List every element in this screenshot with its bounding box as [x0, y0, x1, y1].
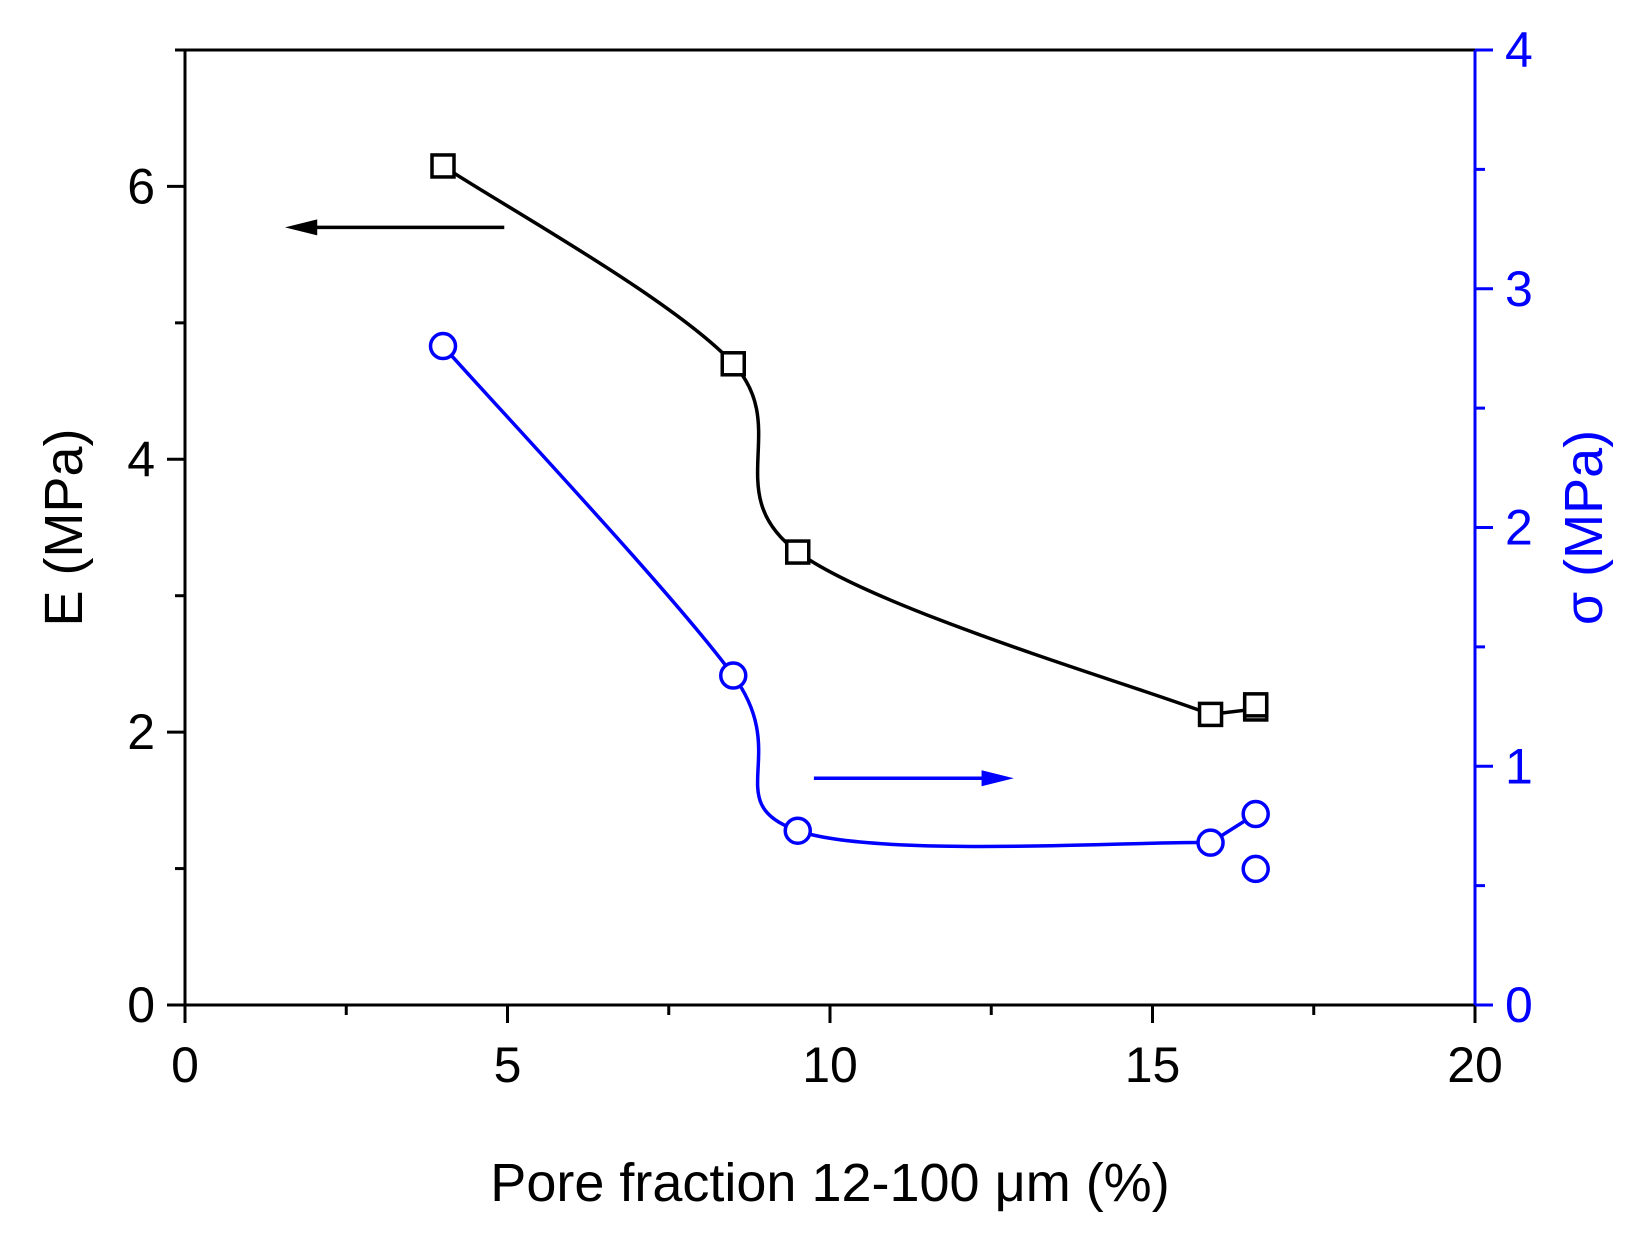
- data-point-sigma: [719, 661, 748, 690]
- data-point-sigma: [1241, 854, 1270, 884]
- y-left-tick-label: 4: [127, 431, 155, 487]
- series-layer: [428, 153, 1270, 884]
- right-arrow-head: [981, 770, 1014, 787]
- data-point-sigma: [428, 331, 458, 361]
- data-point-sigma: [1241, 799, 1270, 829]
- y-left-tick-label: 2: [127, 704, 155, 760]
- y-left-tick-label: 6: [127, 158, 155, 214]
- y-left-axis-title: E (MPa): [34, 428, 94, 626]
- data-point-E: [720, 351, 746, 377]
- left-arrow-head: [284, 219, 318, 236]
- data-point-E: [430, 153, 456, 179]
- y-right-tick-label: 2: [1505, 500, 1533, 556]
- data-point-E: [1197, 701, 1224, 728]
- y-right-axis: 0 1 2 3 4: [1475, 22, 1533, 1033]
- series-line-sigma: [441, 344, 1211, 849]
- x-tick-label: 10: [802, 1037, 858, 1093]
- annotations: [284, 219, 1014, 787]
- data-point-sigma: [783, 816, 812, 845]
- y-right-tick-label: 1: [1505, 738, 1533, 794]
- data-point-sigma: [1196, 828, 1225, 857]
- x-axis-title: Pore fraction 12-100 μm (%): [490, 1153, 1169, 1213]
- x-tick-label: 20: [1447, 1037, 1503, 1093]
- y-right-axis-title: σ (MPa): [1554, 430, 1614, 625]
- y-right-tick-label: 3: [1505, 261, 1533, 317]
- x-tick-label: 0: [171, 1037, 199, 1093]
- y-right-tick-label: 0: [1505, 977, 1533, 1033]
- series-line-E: [442, 164, 1212, 717]
- x-tick-label: 5: [494, 1037, 522, 1093]
- plot-frame: [183, 48, 1477, 1007]
- y-right-tick-label: 4: [1505, 22, 1533, 78]
- y-left-tick-label: 0: [127, 977, 155, 1033]
- y-left-axis: 0 2 4 6: [127, 48, 185, 1033]
- data-point-E: [1242, 692, 1269, 718]
- x-tick-label: 15: [1125, 1037, 1181, 1093]
- data-point-E: [785, 539, 811, 565]
- x-axis: 0 5 10 15 20: [171, 1005, 1503, 1093]
